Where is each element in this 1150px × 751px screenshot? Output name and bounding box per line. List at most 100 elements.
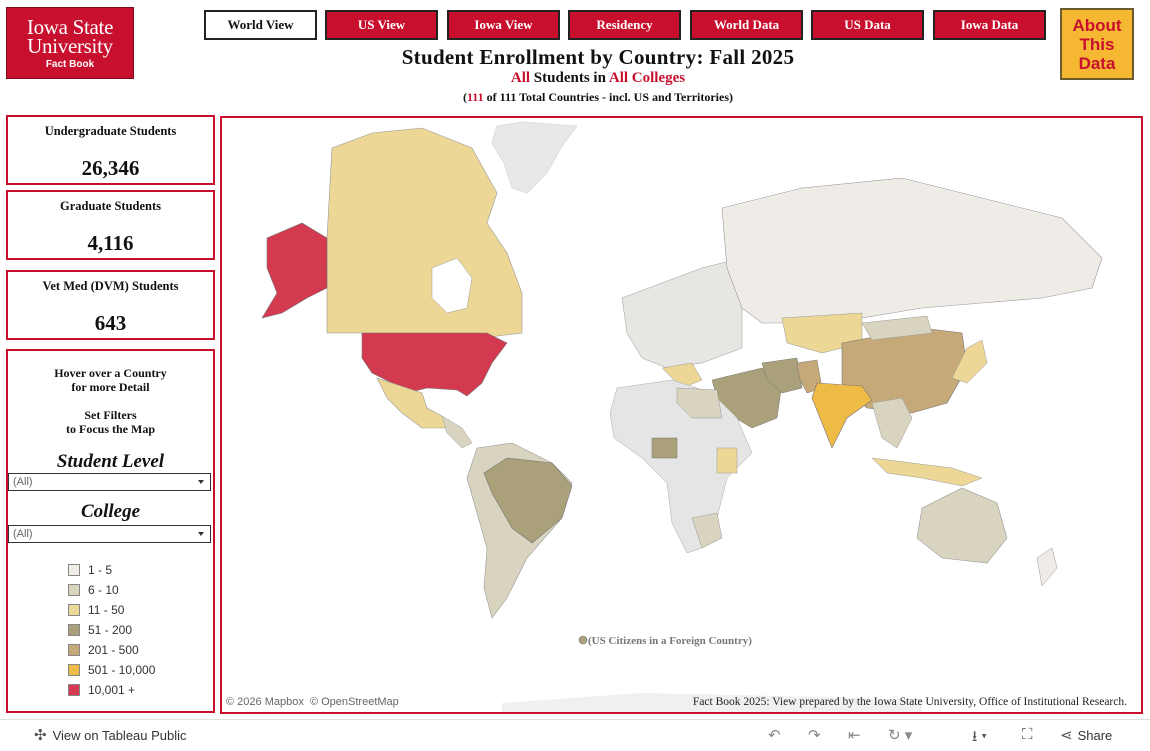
legend-label: 11 - 50	[88, 603, 125, 617]
tableau-toolbar: ✣ View on Tableau Public ↶ ↷ ⇤ ↻ ▾ ⭳ ▾ ⛶…	[0, 719, 1150, 748]
foreign-citizens-label: (US Citizens in a Foreign Country)	[588, 635, 752, 647]
about-line2: This	[1079, 35, 1115, 54]
legend-swatch	[68, 564, 80, 576]
legend-swatch	[68, 644, 80, 656]
legend-item[interactable]: 6 - 10	[68, 583, 119, 597]
download-icon[interactable]: ⭳ ▾	[972, 728, 987, 745]
legend-swatch	[68, 684, 80, 696]
hudson-bay	[431, 257, 473, 314]
college-value: (All)	[13, 528, 33, 540]
map-attribution[interactable]: © 2026 Mapbox © OpenStreetMap	[226, 696, 399, 708]
country-russia[interactable]	[721, 177, 1103, 324]
country-india[interactable]	[811, 382, 873, 449]
kpi-value: 26,346	[81, 156, 140, 180]
nav-world-data[interactable]: World Data	[690, 10, 803, 40]
share-icon: ⋖	[1060, 727, 1073, 744]
isu-logo[interactable]: Iowa State University Fact Book	[6, 7, 134, 79]
kpi-graduate: Graduate Students 4,116	[6, 190, 215, 260]
country-count: (111 of 111 Total Countries - incl. US a…	[260, 90, 936, 105]
country-japan[interactable]	[951, 339, 988, 384]
count-shown: 111	[466, 90, 484, 104]
country-south-africa[interactable]	[691, 512, 723, 549]
legend-item[interactable]: 1 - 5	[68, 563, 112, 577]
legend-item[interactable]: 11 - 50	[68, 603, 124, 617]
map-canvas[interactable]: (US Citizens in a Foreign Country)	[222, 118, 1141, 712]
student-level-select[interactable]: (All)	[8, 473, 211, 491]
nav-iowa-data[interactable]: Iowa Data	[933, 10, 1046, 40]
legend-label: 51 - 200	[88, 623, 133, 637]
college-title: College	[80, 501, 141, 522]
filter-panel: Hover over a Country for more Detail Set…	[6, 349, 215, 713]
student-level-title: Student Level	[56, 451, 165, 472]
revert-icon[interactable]: ⇤	[848, 727, 861, 744]
country-indonesia[interactable]	[871, 457, 983, 487]
nav-us-view[interactable]: US View	[325, 10, 438, 40]
country-nigeria[interactable]	[651, 437, 678, 459]
antarctica	[502, 693, 922, 712]
country-iran[interactable]	[761, 357, 803, 394]
count-open: (	[462, 90, 467, 104]
about-this-data-button[interactable]: About This Data	[1060, 8, 1134, 80]
subtitle-college: All Colleges	[608, 70, 686, 86]
map-footer-note: Fact Book 2025: View prepared by the Iow…	[692, 696, 1127, 708]
country-usa[interactable]	[361, 332, 508, 397]
share-button[interactable]: ⋖ Share	[1060, 726, 1112, 744]
country-new-zealand[interactable]	[1036, 547, 1058, 587]
country-canada[interactable]	[326, 127, 523, 339]
world-map[interactable]: (US Citizens in a Foreign Country) © 202…	[220, 116, 1143, 714]
country-central-america[interactable]	[441, 415, 473, 449]
attrib-mapbox[interactable]: © 2026 Mapbox	[226, 696, 304, 708]
hover-hint-line1: Hover over a Country	[54, 366, 167, 380]
kpi-value: 4,116	[87, 231, 134, 255]
undo-icon[interactable]: ↶	[768, 727, 781, 744]
college-select[interactable]: (All)	[8, 525, 211, 543]
country-australia[interactable]	[916, 487, 1008, 564]
hover-hint-line2: for more Detail	[71, 380, 150, 394]
about-line1: About	[1072, 16, 1122, 35]
legend-label: 10,001 +	[88, 683, 136, 697]
region-southeast-asia[interactable]	[871, 397, 913, 449]
legend-label: 501 - 10,000	[88, 663, 156, 677]
chevron-down-icon	[198, 532, 204, 536]
fullscreen-icon[interactable]: ⛶	[1022, 726, 1033, 743]
nav-us-data[interactable]: US Data	[811, 10, 924, 40]
nav-world-view[interactable]: World View	[204, 10, 317, 40]
count-rest: of 111 Total Countries - incl. US and Te…	[486, 90, 734, 104]
legend-swatch	[68, 584, 80, 596]
legend-item[interactable]: 501 - 10,000	[68, 663, 155, 677]
kpi-value: 643	[94, 311, 127, 335]
nav-iowa-view[interactable]: Iowa View	[447, 10, 560, 40]
legend-item[interactable]: 10,001 +	[68, 683, 135, 697]
country-greenland[interactable]	[491, 121, 578, 194]
legend-item[interactable]: 51 - 200	[68, 623, 132, 637]
share-label: Share	[1077, 727, 1113, 743]
country-egypt-region[interactable]	[676, 387, 723, 419]
kpi-vet-med: Vet Med (DVM) Students 643	[6, 270, 215, 340]
kpi-label: Vet Med (DVM) Students	[42, 279, 179, 293]
legend-label: 6 - 10	[88, 583, 119, 597]
redo-icon[interactable]: ↷	[808, 727, 821, 744]
logo-line1: Iowa State	[26, 15, 114, 39]
view-on-tableau-button[interactable]: ✣ View on Tableau Public	[34, 726, 187, 744]
foreign-citizens-marker[interactable]	[578, 635, 588, 645]
tableau-logo-icon: ✣	[34, 727, 47, 744]
kpi-label: Graduate Students	[59, 199, 162, 213]
country-kenya-region[interactable]	[716, 447, 738, 474]
refresh-icon[interactable]: ↻ ▾	[888, 727, 913, 744]
legend-item[interactable]: 201 - 500	[68, 643, 139, 657]
student-level-value: (All)	[13, 476, 33, 488]
legend-label: 201 - 500	[88, 643, 139, 657]
chevron-down-icon	[198, 480, 204, 484]
country-mongolia[interactable]	[861, 315, 933, 341]
filter-hint-line2: to Focus the Map	[66, 422, 155, 436]
nav-residency[interactable]: Residency	[568, 10, 681, 40]
region-europe[interactable]	[621, 257, 743, 369]
attrib-osm[interactable]: © OpenStreetMap	[309, 696, 399, 708]
logo-line3: Fact Book	[45, 59, 95, 70]
subtitle-level: All	[510, 70, 531, 86]
legend-swatch	[68, 624, 80, 636]
legend-label: 1 - 5	[88, 563, 113, 577]
country-alaska[interactable]	[261, 222, 328, 319]
country-brazil[interactable]	[483, 457, 573, 544]
legend-swatch	[68, 664, 80, 676]
